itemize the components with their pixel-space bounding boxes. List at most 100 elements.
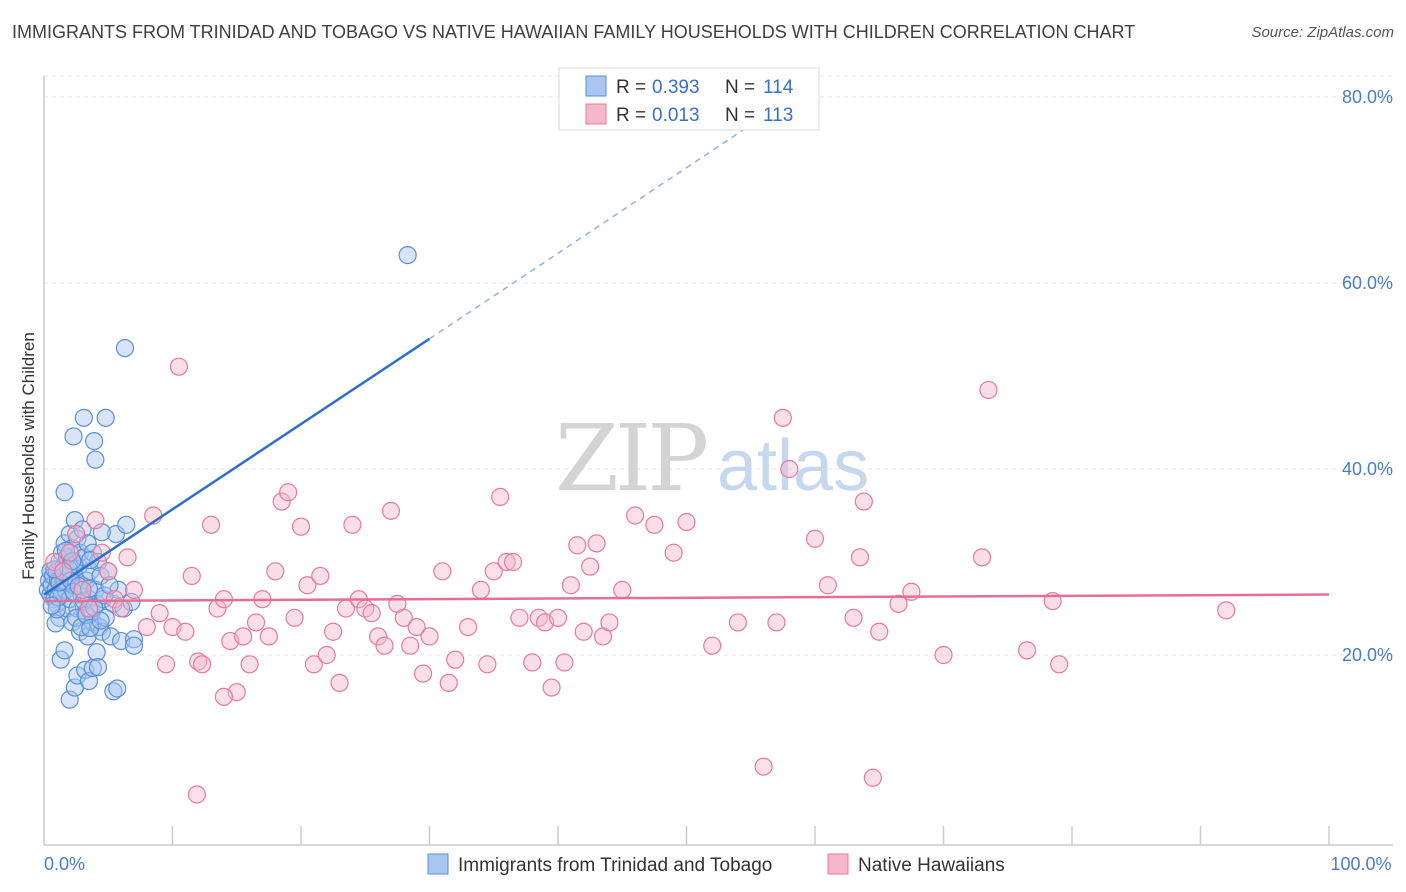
data-point — [64, 427, 83, 446]
data-point — [46, 614, 65, 633]
data-point — [446, 650, 465, 669]
data-point — [91, 611, 110, 630]
data-point — [754, 757, 773, 776]
data-point — [677, 512, 696, 532]
data-point — [413, 664, 433, 683]
data-point — [79, 579, 99, 599]
data-point — [156, 655, 176, 674]
data-point — [844, 608, 863, 627]
x-axis-ticks — [171, 826, 1330, 845]
legend-swatch-pink — [585, 103, 607, 125]
data-point — [581, 557, 600, 576]
data-point — [369, 627, 388, 646]
data-point — [214, 687, 233, 706]
data-point — [86, 511, 105, 530]
x-axis-tick-labels: 0.0% 100.0% — [44, 854, 1392, 874]
data-point — [74, 408, 93, 427]
data-point — [117, 515, 136, 534]
data-point — [398, 246, 417, 265]
data-point — [67, 524, 86, 544]
data-point — [343, 515, 362, 534]
legend-r-label: R = — [616, 77, 646, 98]
data-point — [55, 483, 74, 502]
data-point — [106, 524, 126, 544]
data-point — [458, 617, 478, 637]
legend-swatch-immigrants — [427, 853, 449, 875]
data-point — [863, 768, 882, 787]
data-point — [548, 608, 568, 627]
data-point — [55, 641, 74, 660]
data-point — [854, 492, 873, 511]
data-point — [65, 511, 84, 530]
data-point — [613, 580, 632, 600]
data-point — [96, 408, 115, 427]
series-legend: Immigrants from Trinidad and Tobago Nati… — [427, 853, 1005, 876]
data-point — [304, 655, 323, 674]
grid-lines — [44, 75, 1393, 656]
watermark-zip: ZIP — [555, 405, 706, 512]
data-point — [568, 536, 587, 555]
legend-label-immigrants: Immigrants from Trinidad and Tobago — [458, 855, 772, 876]
data-point — [182, 566, 201, 586]
correlation-legend: R = 0.393 N = 114 R = 0.013 N = 113 — [558, 67, 820, 131]
data-point — [362, 604, 381, 623]
data-point — [234, 627, 253, 646]
data-point — [291, 517, 311, 536]
legend-r-label: R = — [616, 105, 646, 126]
data-point — [889, 594, 908, 613]
data-point — [805, 529, 825, 548]
legend-label-native-hawaiians: Native Hawaiians — [858, 855, 1005, 876]
data-point — [88, 657, 108, 677]
data-point — [555, 653, 574, 672]
data-point — [105, 590, 124, 609]
data-point — [279, 483, 298, 502]
data-point — [561, 576, 580, 595]
y-axis-label: Family Households with Children — [19, 332, 38, 580]
data-point — [433, 562, 452, 581]
data-point — [484, 562, 503, 581]
trend-lines — [43, 124, 1330, 603]
data-point — [972, 548, 992, 567]
data-point — [703, 636, 722, 655]
data-point — [298, 576, 317, 595]
data-point — [81, 618, 100, 638]
data-point — [150, 604, 169, 623]
legend-n-label: N = — [725, 105, 755, 126]
data-point — [420, 627, 439, 646]
data-point — [246, 613, 266, 632]
data-point — [330, 673, 349, 693]
data-point — [317, 645, 336, 665]
trend-line — [43, 593, 1330, 603]
data-point — [86, 450, 105, 469]
chart-source: Source: ZipAtlas.com — [1251, 24, 1394, 41]
data-point — [124, 630, 144, 649]
data-point — [324, 622, 343, 641]
data-point — [85, 432, 104, 451]
legend-swatch-native-hawaiians — [827, 853, 849, 875]
data-point — [100, 576, 119, 595]
data-point — [240, 655, 259, 674]
data-point — [587, 534, 606, 553]
data-point — [780, 459, 799, 479]
data-point — [497, 552, 516, 572]
watermark-atlas: atlas — [717, 426, 869, 506]
data-point — [272, 492, 291, 511]
data-point — [1050, 655, 1069, 674]
data-point — [311, 566, 330, 586]
data-point — [1217, 601, 1236, 620]
data-point — [773, 408, 792, 427]
data-point — [574, 622, 593, 641]
data-point — [850, 548, 870, 567]
data-point — [137, 617, 156, 637]
data-point — [101, 627, 120, 646]
legend-n-value: 113 — [763, 105, 793, 126]
data-point — [394, 608, 413, 627]
data-point — [124, 636, 144, 655]
data-point — [201, 515, 221, 534]
data-point — [1017, 641, 1037, 660]
data-point — [664, 543, 683, 562]
legend-r-value: 0.393 — [652, 77, 700, 98]
data-point — [542, 678, 561, 697]
legend-swatch-blue — [585, 75, 607, 97]
